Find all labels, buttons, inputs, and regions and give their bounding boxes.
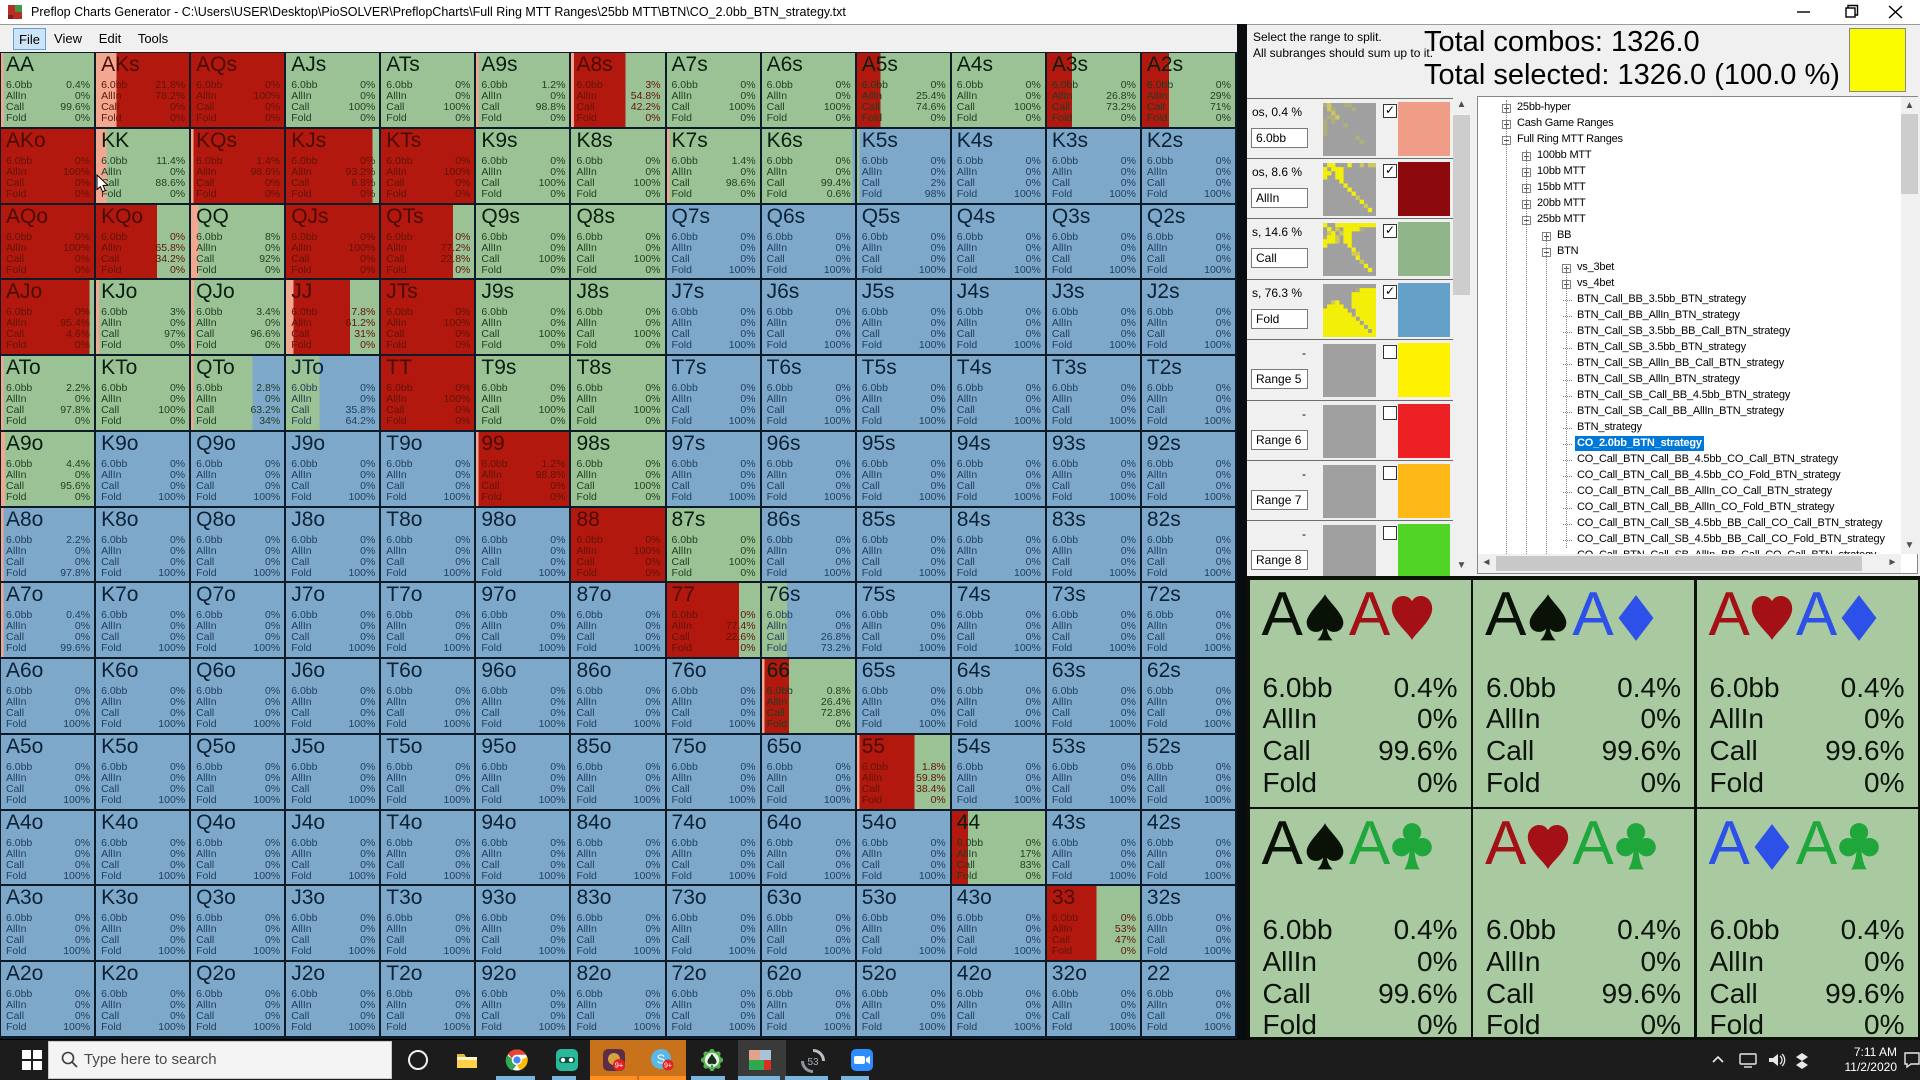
svg-text:53: 53	[807, 1057, 819, 1068]
svg-text:S: S	[657, 1052, 666, 1067]
svg-text:9+: 9+	[664, 1063, 672, 1070]
svg-text:9+: 9+	[615, 1061, 624, 1070]
